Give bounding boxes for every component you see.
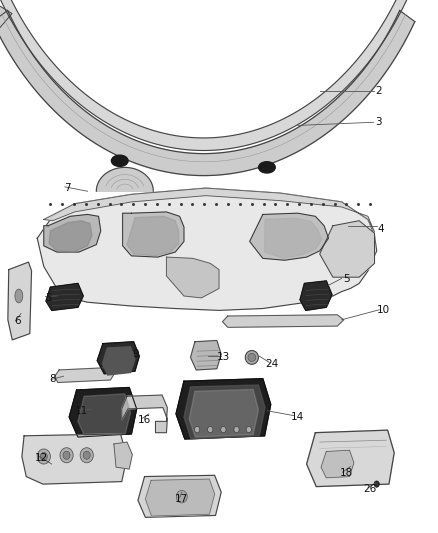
Polygon shape [321,450,354,478]
Polygon shape [184,385,265,439]
Text: 10: 10 [377,305,390,316]
Polygon shape [44,188,374,232]
Text: 18: 18 [339,469,353,479]
Ellipse shape [374,481,379,487]
Text: 3: 3 [375,117,382,127]
Polygon shape [191,341,221,370]
Text: 26: 26 [364,484,377,494]
Polygon shape [22,434,127,484]
Polygon shape [114,442,132,469]
Ellipse shape [80,448,93,463]
Polygon shape [189,390,258,437]
Polygon shape [250,213,328,260]
Polygon shape [8,262,32,340]
Text: 5: 5 [343,274,350,284]
Text: 6: 6 [14,316,21,326]
Ellipse shape [83,451,90,459]
Polygon shape [0,11,415,175]
Polygon shape [307,430,394,487]
Text: 9: 9 [132,349,139,359]
Ellipse shape [111,155,128,166]
Polygon shape [265,218,322,259]
Polygon shape [223,315,344,327]
Polygon shape [96,167,153,191]
Text: 13: 13 [217,352,230,362]
Polygon shape [37,188,377,310]
Text: 7: 7 [64,183,71,193]
Polygon shape [97,342,139,374]
Ellipse shape [208,426,213,433]
Polygon shape [176,379,271,439]
Text: 14: 14 [291,412,304,422]
Text: 5: 5 [45,293,52,303]
Text: 8: 8 [49,374,56,384]
Ellipse shape [176,490,187,503]
Ellipse shape [245,351,258,365]
Text: 16: 16 [138,415,151,425]
Polygon shape [123,212,184,257]
Polygon shape [0,0,407,150]
Polygon shape [122,395,167,433]
Ellipse shape [63,451,70,459]
Polygon shape [166,257,219,298]
Ellipse shape [37,449,50,464]
Text: 12: 12 [35,453,48,463]
Ellipse shape [258,161,275,173]
Text: 4: 4 [378,224,385,234]
Text: 11: 11 [74,406,88,416]
Polygon shape [55,367,115,383]
Polygon shape [0,5,12,31]
Ellipse shape [194,426,200,433]
Polygon shape [102,347,135,375]
Polygon shape [46,284,83,310]
Ellipse shape [234,426,239,433]
Text: 2: 2 [375,86,382,96]
Ellipse shape [60,448,73,463]
Ellipse shape [246,426,251,433]
Polygon shape [138,475,221,518]
Polygon shape [49,221,92,252]
Ellipse shape [248,353,256,361]
Polygon shape [44,214,101,252]
Ellipse shape [221,426,226,433]
Polygon shape [127,216,179,256]
Polygon shape [300,281,332,310]
Polygon shape [78,394,131,436]
Polygon shape [145,479,215,516]
Ellipse shape [15,289,23,303]
Polygon shape [320,221,374,277]
Polygon shape [69,387,137,437]
Text: 17: 17 [175,494,188,504]
Text: 24: 24 [265,359,278,369]
Ellipse shape [40,453,47,461]
